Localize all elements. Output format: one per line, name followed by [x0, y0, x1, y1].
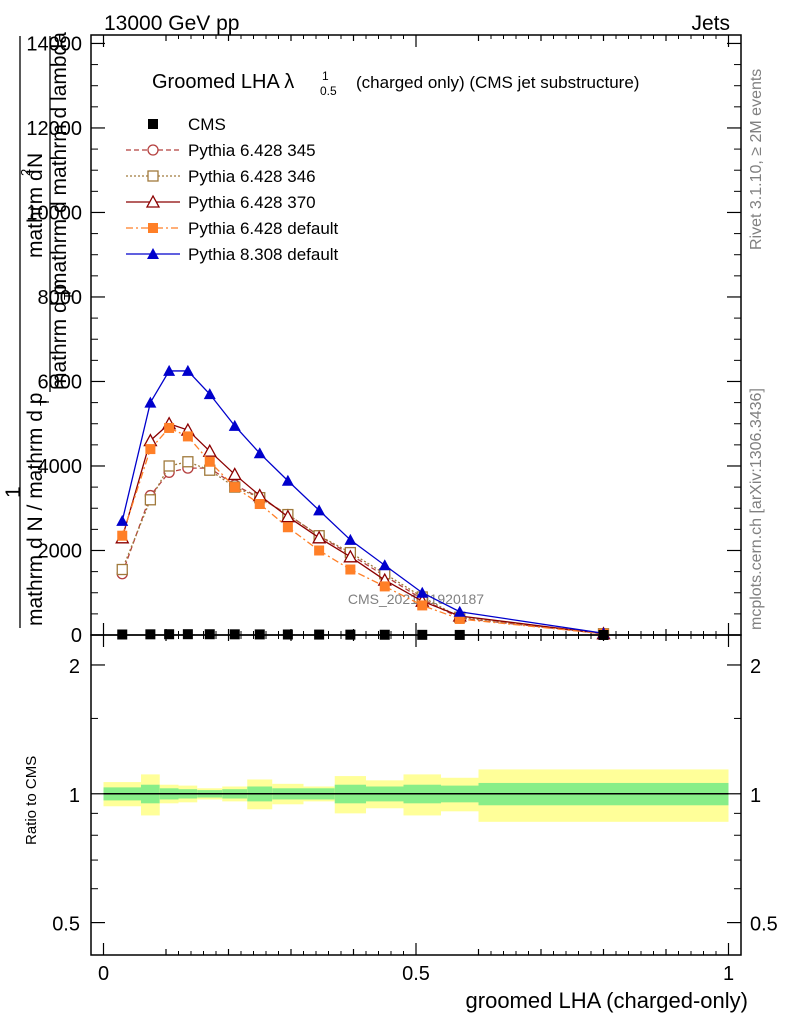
series-point-2 — [163, 460, 175, 472]
y-tick-label: 0 — [71, 625, 82, 647]
y-tick-label: 2000 — [38, 540, 83, 562]
ylabel-frac1-sub: T — [37, 398, 52, 406]
x-tick-label: 0.5 — [402, 963, 430, 985]
y-tick-label: 14000 — [26, 33, 82, 55]
legend-marker-5 — [147, 248, 159, 259]
ylabel-prefix: 1 — [2, 486, 25, 498]
ylabel-frac2-bottom: mathrm d p — [48, 284, 71, 390]
legend-marker-0 — [148, 119, 158, 129]
series-point-3 — [343, 549, 358, 563]
title-rest: (charged only) (CMS jet substructure) — [356, 73, 639, 92]
series-point-4 — [314, 545, 325, 556]
cms-data-point — [182, 629, 193, 640]
series-point-4 — [229, 482, 240, 493]
x-axis-label: groomed LHA (charged-only) — [466, 988, 748, 1013]
legend-label-1: Pythia 6.428 345 — [188, 141, 316, 160]
series-point-4 — [454, 613, 465, 624]
legend-label-3: Pythia 6.428 370 — [188, 193, 316, 212]
ratio-y-tick-label-left: 0.5 — [52, 914, 80, 936]
series-point-2 — [182, 456, 194, 468]
series-line-2 — [121, 461, 604, 635]
series-point-5 — [344, 533, 357, 545]
series-point-5 — [281, 474, 294, 486]
series-point-5 — [144, 396, 157, 408]
series-point-4 — [182, 431, 193, 442]
ratio-panel: 0.5 0.5 1 1 2 2 — [52, 634, 778, 956]
series-point-4 — [145, 444, 156, 455]
ratio-y-tick-label-right: 0.5 — [750, 914, 778, 936]
mcplots-label: mcplots.cern.ch [arXiv:1306.3436] — [748, 388, 765, 630]
legend: CMS Pythia 6.428 345 Pythia 6.428 346 Pythi… — [126, 115, 339, 264]
series-point-5 — [416, 586, 429, 598]
title-main: Groomed LHA λ — [152, 71, 294, 93]
ratio-y-tick-label-left: 1 — [69, 785, 80, 807]
series-point-4 — [204, 456, 215, 467]
series-point-4 — [417, 600, 428, 611]
ylabel-frac1: mathrm d N / mathrm d p — [24, 393, 47, 626]
ylabel-frac2-bottom-sub: T — [61, 292, 76, 300]
legend-marker-2 — [147, 170, 159, 182]
legend-marker-3 — [145, 194, 161, 208]
series-point-3 — [227, 467, 242, 481]
chart-title: Groomed LHA λ 1 0.5 (charged only) (CMS … — [152, 69, 639, 98]
legend-label-2: Pythia 6.428 346 — [188, 167, 316, 186]
x-tick-label: 0 — [98, 963, 109, 985]
legend-marker-1 — [147, 144, 159, 156]
legend-marker-4 — [148, 223, 158, 233]
series-point-2 — [144, 494, 157, 506]
series-point-5 — [453, 605, 466, 617]
ratio-y-tick-label-right: 2 — [750, 656, 761, 678]
series-point-5 — [203, 388, 216, 400]
y-tick-label: 10000 — [26, 202, 82, 224]
ylabel-frac2-top: mathrm d — [24, 169, 47, 258]
series-point-5 — [181, 364, 194, 376]
series-point-4 — [379, 581, 390, 592]
rivet-version-label: Rivet 3.1.10, ≥ 2M events — [748, 69, 765, 250]
series-point-5 — [163, 364, 176, 376]
ylabel-frac2-top-sup: 2 — [18, 169, 33, 176]
series-point-3 — [202, 443, 217, 457]
series-point-3 — [280, 509, 295, 523]
y-tick-label: 6000 — [38, 371, 83, 393]
series-point-5 — [378, 559, 391, 571]
ylabel-frac2-top-rest: N — [24, 153, 47, 168]
series-point-5 — [116, 514, 129, 526]
series-point-4 — [164, 422, 175, 433]
y-tick-label: 8000 — [38, 287, 83, 309]
y-tick-label: 12000 — [26, 118, 82, 140]
series-line-1 — [121, 467, 604, 635]
series-point-4 — [345, 564, 356, 575]
analysis-watermark: CMS_2021_I1920187 — [348, 591, 484, 607]
series-point-4 — [117, 530, 128, 541]
ratio-y-axis-label: Ratio to CMS — [23, 756, 40, 845]
x-tick-label: 1 — [723, 963, 734, 985]
cms-data-point — [164, 629, 175, 640]
ratio-y-tick-label-right: 1 — [750, 785, 761, 807]
series-point-5 — [313, 504, 326, 516]
series-point-5 — [253, 447, 266, 459]
title-subscript: 0.5 — [320, 84, 337, 98]
cms-data-point — [204, 629, 215, 640]
series-point-2 — [116, 563, 128, 576]
series-point-5 — [228, 419, 241, 431]
y-tick-label: 4000 — [38, 456, 83, 478]
title-superscript: 1 — [322, 69, 329, 83]
legend-label-5: Pythia 8.308 default — [188, 245, 339, 264]
series-point-4 — [254, 499, 265, 510]
header-category-label: Jets — [691, 12, 730, 35]
series-point-4 — [282, 522, 293, 533]
header-process-label: 13000 GeV pp — [104, 12, 239, 35]
legend-label-0: CMS — [188, 115, 226, 134]
y-axis-label: 1 mathrm d N / mathrm d p T mathrm d 2 N… — [2, 32, 76, 628]
series-point-3 — [312, 530, 327, 544]
ylabel-frac2-bottom-rest: mathrm d mathrm d lambda — [48, 32, 71, 290]
ratio-plot-frame — [90, 634, 742, 956]
ratio-y-tick-label-left: 2 — [69, 656, 80, 678]
legend-label-4: Pythia 6.428 default — [188, 219, 339, 238]
